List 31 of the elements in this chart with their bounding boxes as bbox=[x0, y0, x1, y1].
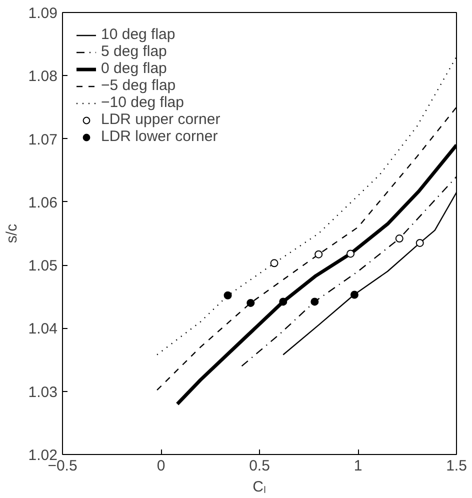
legend-label: 10 deg flap bbox=[101, 26, 176, 43]
point bbox=[395, 234, 404, 243]
y-tick-label: 1.03 bbox=[28, 384, 58, 401]
point bbox=[314, 250, 323, 258]
y-tick-label: 1.05 bbox=[28, 258, 58, 275]
point bbox=[416, 238, 424, 247]
legend-label: 5 deg flap bbox=[101, 43, 167, 60]
legend-label: 0 deg flap bbox=[101, 60, 167, 77]
legend-label: LDR lower corner bbox=[101, 128, 218, 145]
point bbox=[246, 298, 255, 307]
point bbox=[346, 250, 355, 258]
y-tick-label: 1.06 bbox=[28, 194, 58, 212]
y-tick-label: 1.02 bbox=[28, 447, 58, 464]
point bbox=[270, 259, 278, 268]
point bbox=[310, 298, 319, 306]
x-axis-title: Cₗ bbox=[252, 478, 266, 496]
legend-label: LDR upper corner bbox=[101, 111, 220, 128]
point bbox=[279, 298, 288, 306]
y-tick-label: 1.08 bbox=[28, 68, 58, 86]
x-tick-label: 0 bbox=[156, 458, 166, 474]
x-tick-label: 0.5 bbox=[249, 458, 270, 474]
y-tick-label: 1.09 bbox=[28, 5, 58, 22]
point bbox=[350, 290, 358, 299]
y-axis-title: s/c bbox=[3, 223, 20, 244]
x-tick-label: 1.5 bbox=[446, 458, 467, 474]
x-tick-label: 1 bbox=[354, 458, 362, 474]
legend-label: −5 deg flap bbox=[101, 77, 176, 94]
y-tick-label: 1.07 bbox=[28, 131, 58, 148]
legend-label: −10 deg flap bbox=[101, 94, 184, 111]
point bbox=[224, 291, 232, 300]
y-tick-label: 1.04 bbox=[28, 320, 58, 338]
